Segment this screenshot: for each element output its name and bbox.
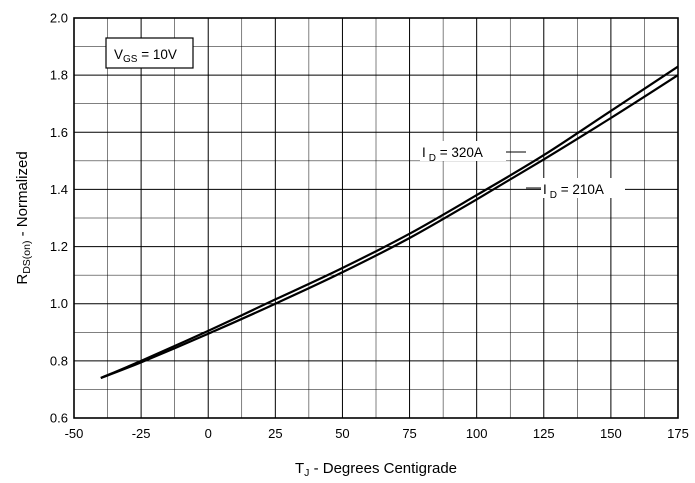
y-tick-label: 0.6: [50, 411, 68, 426]
plot-frame: [73, 17, 679, 419]
tick-labels: -50 -25 0 25 50 75 100 125 150 175 0.6 0.8 1.0 1.2 1.4…: [50, 11, 689, 442]
y-tick-label: 1.0: [50, 296, 68, 311]
x-tick-label: 175: [667, 426, 689, 441]
series-line-320a: [100, 65, 679, 380]
x-tick-label: 150: [600, 426, 622, 441]
y-tick-label: 1.8: [50, 68, 68, 83]
x-tick-label: 75: [402, 426, 416, 441]
x-tick-label: 25: [268, 426, 282, 441]
y-tick-label: 1.4: [50, 182, 68, 197]
svg-text:ID = 320A: ID = 320A: [422, 145, 483, 164]
x-axis-title: TJ - Degrees Centigrade: [295, 460, 457, 479]
x-tick-label: -50: [65, 426, 84, 441]
x-tick-label: 50: [335, 426, 349, 441]
condition-label: VGS = 10V: [114, 47, 177, 65]
y-tick-label: 2.0: [50, 11, 68, 26]
y-tick-label: 1.6: [50, 125, 68, 140]
y-tick-label: 0.8: [50, 353, 68, 368]
x-tick-label: 125: [533, 426, 555, 441]
y-tick-label: 1.2: [50, 239, 68, 254]
x-tick-label: 0: [205, 426, 212, 441]
y-axis-title: RDS(on) - Normalized: [14, 151, 33, 284]
grid: [73, 17, 679, 419]
series-curves: [100, 65, 679, 380]
condition-box: VGS = 10V: [105, 37, 194, 69]
annotations: [506, 151, 541, 189]
x-tick-label: -25: [132, 426, 151, 441]
x-tick-label: 100: [466, 426, 488, 441]
svg-text:ID = 210A: ID = 210A: [543, 182, 604, 201]
series-line-210a: [100, 74, 679, 380]
